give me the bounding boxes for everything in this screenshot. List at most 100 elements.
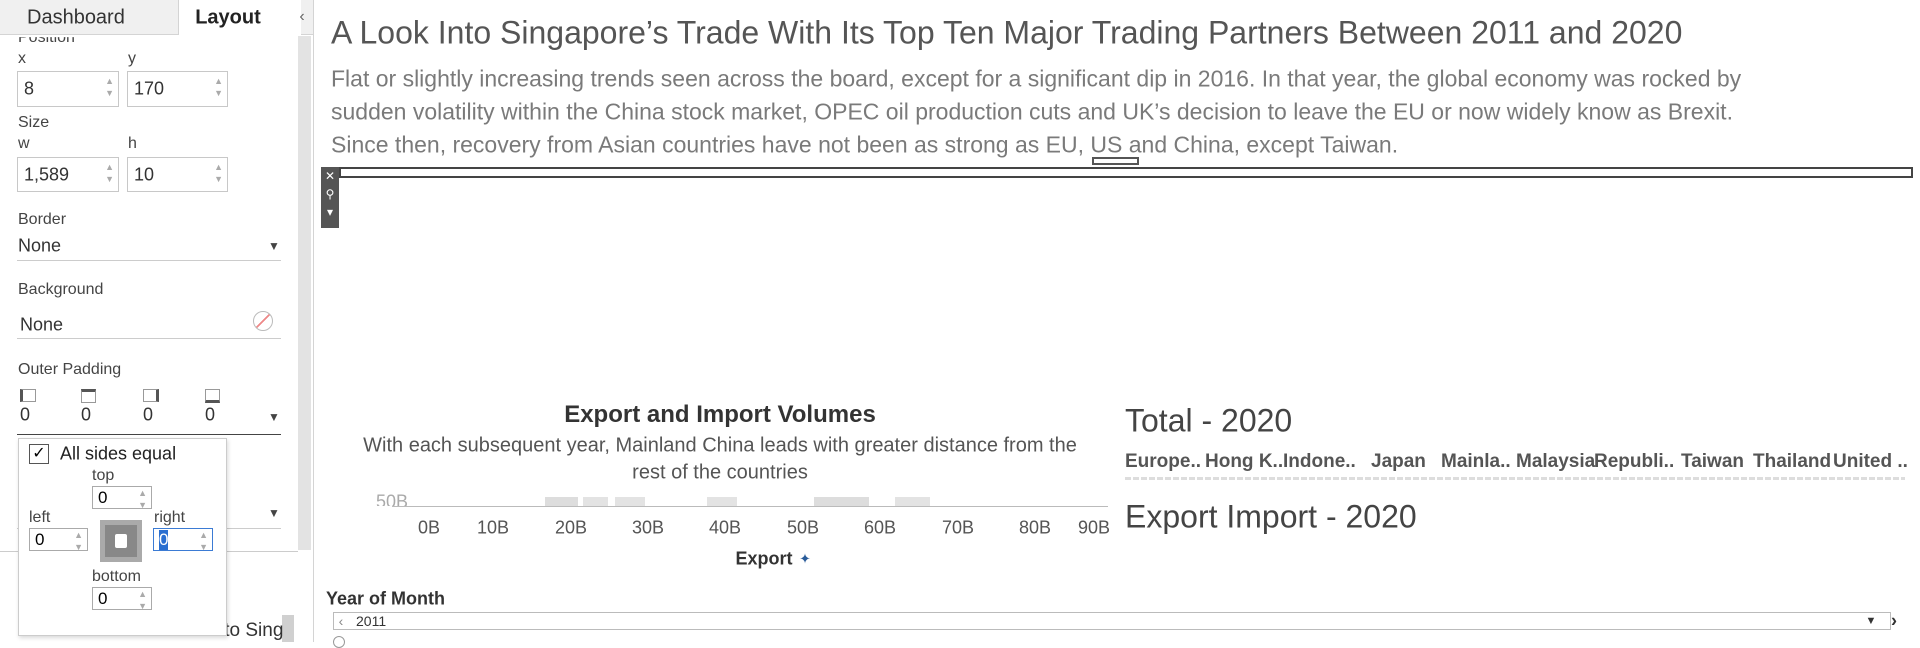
column-header: Malaysia <box>1516 451 1596 472</box>
dropdown-value: None <box>18 235 62 256</box>
padding-value: 0 <box>81 404 92 425</box>
prev-button[interactable]: ‹ <box>338 613 344 629</box>
faded-bar <box>615 497 645 506</box>
input-value: 0 <box>35 529 45 549</box>
sidebar: Dashboard Layout ‹ Position x y 8 ▲ ▼ 170 ▲… <box>0 0 314 642</box>
section-label: Border <box>18 211 67 228</box>
column-header: Republi.. <box>1594 451 1675 472</box>
field-value: None <box>20 314 64 335</box>
lock-button[interactable] <box>100 520 142 562</box>
spinner[interactable]: ▲ ▼ <box>214 162 223 184</box>
pin-icon[interactable]: ✦ <box>799 550 811 567</box>
dashboard-title: A Look Into Singapore’s Trade With Its T… <box>331 14 1683 51</box>
spinner[interactable]: ▲ ▼ <box>105 162 114 184</box>
field-label: w <box>18 135 30 152</box>
column-header: United .. <box>1833 451 1908 472</box>
column-header: Indone.. <box>1283 451 1356 472</box>
border-dropdown[interactable] <box>17 232 281 261</box>
column-header: Thailand <box>1753 451 1832 472</box>
padding-value: 0 <box>205 404 216 425</box>
input-value: 0 <box>98 588 108 608</box>
close-button[interactable]: ✕ <box>324 169 336 183</box>
dropdown-arrow[interactable]: ▼ <box>1865 615 1877 627</box>
lock-icon <box>115 534 127 548</box>
x-tick-label: 50B <box>786 517 820 538</box>
chart-title: Export and Import Volumes <box>564 401 876 428</box>
x-input[interactable]: 8 ▲ ▼ <box>17 71 119 107</box>
dropdown-arrow[interactable]: ▼ <box>268 506 280 520</box>
checkbox[interactable]: ✓ <box>29 444 49 464</box>
section-label: Size <box>18 114 50 131</box>
padding-icon <box>81 389 96 403</box>
padding-icon <box>20 389 36 402</box>
right-input[interactable]: 0 ▲ ▼ <box>153 528 213 552</box>
resize-handle[interactable] <box>1092 157 1139 165</box>
faded-bar <box>895 497 930 506</box>
section-label: Outer Padding <box>18 361 122 378</box>
description-line: Flat or slightly increasing trends seen … <box>331 65 1742 92</box>
spinner[interactable]: ▲ ▼ <box>214 76 223 98</box>
x-tick-label: 70B <box>941 517 975 538</box>
input-value: 0 <box>159 529 169 550</box>
spinner[interactable]: ▲ ▼ <box>199 530 208 552</box>
padding-icon <box>205 389 220 403</box>
field-label: bottom <box>92 568 141 585</box>
dropdown-arrow[interactable]: ▼ <box>268 410 280 424</box>
y-input[interactable]: 170 ▲ ▼ <box>127 71 228 107</box>
color-picker[interactable] <box>253 311 273 331</box>
year-slider[interactable]: ‹ 2011 ▼ <box>333 612 1891 630</box>
section-label: Position <box>18 29 75 46</box>
field-label: left <box>29 509 51 526</box>
background-field[interactable] <box>17 306 281 339</box>
total-title: Total - 2020 <box>1125 402 1293 439</box>
field-label: y <box>128 50 136 67</box>
x-tick-label: 60B <box>863 517 897 538</box>
section-label: Background <box>18 281 104 298</box>
padding-value: 0 <box>20 404 31 425</box>
column-header: Japan <box>1371 451 1426 472</box>
x-tick-label: 40B <box>708 517 742 538</box>
input-value: 8 <box>24 78 35 99</box>
y-tick-label: 50B <box>376 493 409 506</box>
column-header: Europe.. <box>1125 451 1202 472</box>
spinner[interactable]: ▲ ▼ <box>138 488 147 510</box>
h-input[interactable]: 10 ▲ ▼ <box>127 157 228 192</box>
input-value: 10 <box>134 164 155 184</box>
tab[interactable]: Dashboard <box>27 6 125 29</box>
selected-container[interactable] <box>339 167 1913 178</box>
container-toolbar: ✕ ⚲ ▾ <box>321 167 339 228</box>
x-tick-label: 30B <box>631 517 665 538</box>
top-input[interactable]: 0 ▲ ▼ <box>92 486 152 510</box>
x-axis-line <box>392 506 1108 507</box>
padding-underline <box>17 434 281 435</box>
description-line: sudden volatility within the China stock… <box>331 98 1733 125</box>
spinner[interactable]: ▲ ▼ <box>74 530 83 552</box>
column-header: Taiwan <box>1681 451 1744 472</box>
pin-button[interactable]: ⚲ <box>325 187 335 201</box>
menu-button[interactable]: ▾ <box>326 205 334 219</box>
bottom-input[interactable]: 0 ▲ ▼ <box>92 587 152 611</box>
input-value: 170 <box>134 78 165 99</box>
scrollbar[interactable] <box>282 615 294 642</box>
tab[interactable]: Layout <box>195 6 261 29</box>
left-input[interactable]: 0 ▲ ▼ <box>29 528 88 552</box>
faded-bar <box>707 497 737 506</box>
dropdown-arrow[interactable]: ▼ <box>268 239 280 253</box>
spinner[interactable]: ▲ ▼ <box>105 76 114 98</box>
field-label: right <box>154 509 186 526</box>
tab-active[interactable] <box>178 0 301 35</box>
x-axis-title: Export <box>735 548 793 569</box>
chart-subtitle: With each subsequent year, Mainland Chin… <box>363 434 1077 457</box>
collapse-button[interactable]: ‹ <box>299 8 305 25</box>
scrollbar[interactable] <box>298 36 311 550</box>
w-input[interactable]: 1,589 ▲ ▼ <box>17 157 119 192</box>
spinner[interactable]: ▲ ▼ <box>138 589 147 611</box>
padding-icon <box>143 389 159 402</box>
export-import-title: Export Import - 2020 <box>1125 498 1417 535</box>
field-label: x <box>18 50 26 67</box>
chart-clip: 50B <box>340 493 1110 506</box>
faded-bar <box>583 497 608 506</box>
slider-value: 2011 <box>356 613 387 629</box>
next-button[interactable]: › <box>1891 610 1897 631</box>
